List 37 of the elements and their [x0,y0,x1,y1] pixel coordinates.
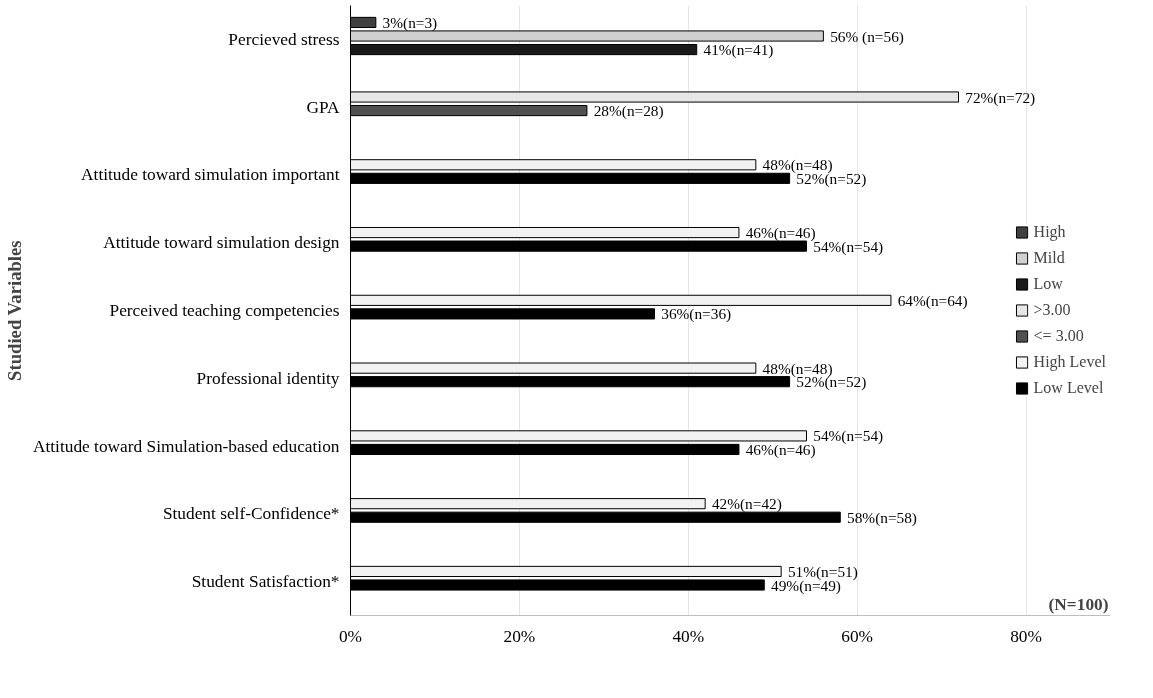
data-label: 54%(n=54) [813,427,884,446]
data-label: 58%(n=58) [847,508,917,527]
legend-label: Mild [1033,249,1065,267]
data-label: 64%(n=64) [897,291,968,310]
x-tick-label: 80% [1010,626,1042,646]
y-tick-label: Student Satisfaction* [191,572,340,592]
y-tick-label: Percieved stress [228,29,340,49]
x-tick-label: 0% [338,626,363,646]
data-label: 56% (n=56) [830,27,904,46]
data-label: 48%(n=48) [762,359,833,378]
y-tick-label: Professional identity [196,368,340,388]
data-label: 48%(n=48) [762,156,833,175]
legend-label: High [1033,223,1066,241]
y-tick-label: GPA [306,97,340,117]
data-label: 46%(n=46) [745,224,816,243]
data-label: 28%(n=28) [593,102,664,121]
data-label: 3%(n=3) [382,13,438,32]
legend-label: <= 3.00 [1033,327,1084,345]
y-tick-label: Attitude toward simulation design [103,233,340,253]
x-tick-label: 40% [672,626,705,646]
y-tick-label: Perceived teaching competencies [109,301,340,320]
y-axis-title: Studied Variables [3,240,25,381]
x-tick-label: 60% [841,626,874,646]
legend-label: >3.00 [1033,301,1071,319]
y-tick-label: Attitude toward simulation important [81,165,340,185]
legend-label: High Level [1033,353,1106,371]
legend-label: Low [1033,275,1063,293]
data-label: 41%(n=41) [703,41,774,60]
y-tick-label: Student self-Confidence* [162,504,340,524]
data-label: 36%(n=36) [661,305,732,324]
data-label: 42%(n=42) [711,495,782,514]
x-tick-label: 20% [503,626,536,646]
data-label: 72%(n=72) [965,88,1036,107]
data-label: 46%(n=46) [745,440,816,459]
y-tick-label: Attitude toward Simulation-based education [32,436,340,456]
annotation: (N=100) [1048,594,1109,614]
legend-label: Low Level [1033,379,1104,397]
